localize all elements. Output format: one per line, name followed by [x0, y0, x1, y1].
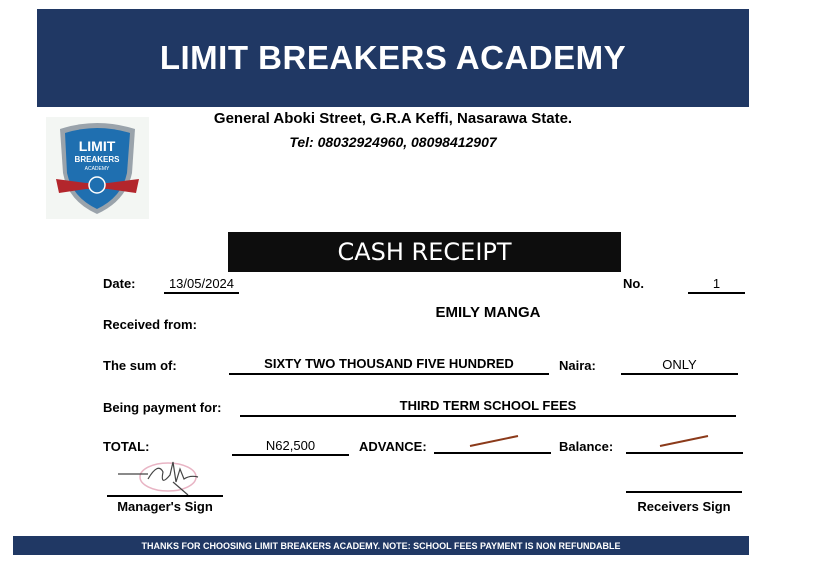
- balance-label: Balance:: [559, 439, 614, 454]
- advance-label: ADVANCE:: [359, 439, 427, 454]
- shield-logo-icon: LIMIT BREAKERS ACADEMY: [56, 123, 139, 214]
- balance-field: [626, 452, 743, 454]
- svg-text:LIMIT: LIMIT: [79, 138, 116, 154]
- received-from-label: Received from:: [103, 317, 197, 332]
- total-label: TOTAL:: [103, 439, 150, 454]
- academy-title: LIMIT BREAKERS ACADEMY: [37, 9, 749, 107]
- payment-for-value: THIRD TERM SCHOOL FEES: [240, 398, 736, 417]
- manager-sign-line: [107, 495, 223, 497]
- footer-note: THANKS FOR CHOOSING LIMIT BREAKERS ACADE…: [13, 536, 749, 555]
- receivers-sign-line: [626, 491, 742, 493]
- received-from-value: EMILY MANGA: [435, 304, 541, 321]
- manager-sign-label: Manager's Sign: [117, 499, 213, 514]
- advance-dash: [469, 435, 519, 447]
- naira-label: Naira:: [559, 358, 596, 373]
- academy-logo: LIMIT BREAKERS ACADEMY: [46, 117, 149, 219]
- total-value: N62,500: [232, 438, 349, 456]
- advance-field: [434, 452, 551, 454]
- balance-dash: [659, 435, 709, 447]
- manager-signature: [118, 461, 199, 496]
- payment-for-label: Being payment for:: [103, 400, 222, 415]
- no-label: No.: [623, 276, 644, 291]
- receipt-number: 1: [688, 276, 745, 294]
- date-field: 13/05/2024: [164, 276, 239, 294]
- sum-value: SIXTY TWO THOUSAND FIVE HUNDRED: [229, 356, 549, 375]
- svg-text:BREAKERS: BREAKERS: [75, 155, 121, 164]
- receivers-sign-label: Receivers Sign: [637, 499, 731, 514]
- telephone: Tel: 08032924960, 08098412907: [289, 134, 497, 150]
- receipt-title: CASH RECEIPT: [228, 232, 621, 272]
- sum-label: The sum of:: [103, 358, 177, 373]
- address: General Aboki Street, G.R.A Keffi, Nasar…: [213, 110, 573, 127]
- naira-value: ONLY: [621, 357, 738, 375]
- date-label: Date:: [103, 276, 136, 291]
- svg-text:ACADEMY: ACADEMY: [85, 166, 110, 172]
